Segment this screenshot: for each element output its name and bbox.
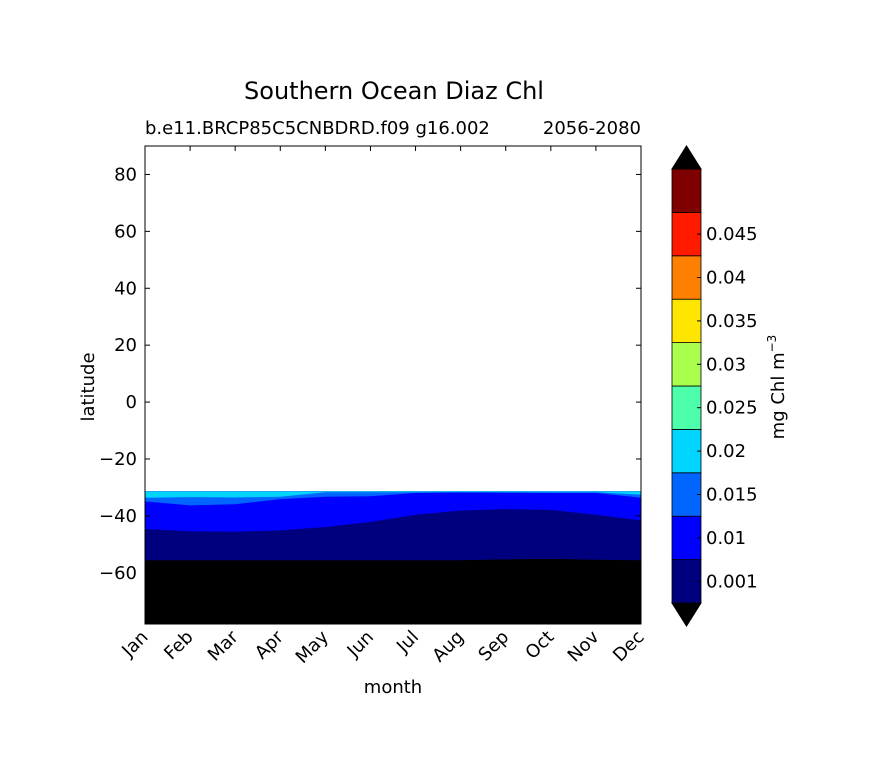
chart-title: Southern Ocean Diaz Chl (244, 77, 544, 105)
colorbar-tick-label: 0.045 (706, 224, 758, 245)
colorbar-label-exponent: −3 (765, 335, 779, 353)
x-tick-label: Sep (474, 627, 513, 666)
colorbar-bin (671, 342, 702, 387)
x-tick-label: Aug (428, 627, 468, 667)
colorbar-bin (671, 211, 702, 257)
colorbar-tick-label: 0.02 (706, 441, 746, 462)
colorbar-bin (671, 472, 702, 517)
colorbar-tick-label: 0.035 (706, 311, 758, 332)
y-tick-label: 0 (126, 392, 137, 413)
colorbar-bin (671, 559, 702, 604)
colorbar-bin (671, 255, 702, 300)
colorbar-extend-under (671, 602, 702, 627)
colorbar-extend-over (671, 145, 702, 170)
y-tick-label: 20 (114, 335, 137, 356)
colorbar-bin (671, 515, 702, 561)
colorbar-tick-label: 0.025 (706, 398, 758, 419)
y-tick-label: −60 (99, 563, 137, 584)
x-axis-label: month (364, 677, 422, 698)
y-tick-label: 60 (114, 221, 137, 242)
colorbar-tick-label: 0.001 (706, 571, 758, 592)
x-tick-label: Feb (160, 627, 197, 664)
colorbar-label: mg Chl m−3 (765, 335, 789, 440)
plot-fills (144, 491, 642, 625)
colorbar-label-text: mg Chl m (768, 352, 789, 439)
x-tick-label: May (292, 626, 333, 667)
chart-subtitle-years: 2056-2080 (543, 118, 641, 139)
y-tick-label: −40 (99, 506, 137, 527)
x-tick-label: Jul (392, 627, 423, 658)
y-tick-label: −20 (99, 449, 137, 470)
colorbar-bin (671, 385, 702, 430)
y-tick-label: 80 (114, 164, 137, 185)
colorbar-bin (671, 428, 702, 474)
colorbar-tick-labels: 0.001 0.01 0.015 0.02 0.025 0.03 0.035 0.04 0.04… (697, 224, 758, 592)
colorbar-tick-label: 0.03 (706, 354, 746, 375)
colorbar-bin (671, 298, 702, 344)
x-tick-label: Oct (521, 627, 558, 664)
colorbar (671, 145, 702, 627)
y-axis-label: latitude (78, 352, 99, 421)
x-tick-labels: Jan Feb Mar Apr May Jun Jul Aug Sep Oct Nov Dec (117, 626, 648, 668)
colorbar-tick-label: 0.01 (706, 528, 746, 549)
chart-subtitle-run: b.e11.BRCP85C5CNBDRD.f09 g16.002 (145, 118, 490, 139)
colorbar-tick-label: 0.04 (706, 268, 746, 289)
x-tick-label: Jun (343, 627, 378, 662)
plot-frame (144, 145, 642, 625)
colorbar-bin (671, 168, 702, 213)
colorbar-tick-label: 0.015 (706, 485, 758, 506)
x-tick-label: Nov (564, 626, 604, 666)
y-tick-label: 40 (114, 278, 137, 299)
x-tick-label: Apr (251, 626, 288, 663)
x-tick-label: Jan (117, 627, 152, 662)
x-tick-label: Dec (609, 627, 648, 666)
x-tick-label: Mar (204, 626, 243, 665)
y-tick-labels: 80 60 40 20 0 −20 −40 −60 (99, 164, 137, 583)
